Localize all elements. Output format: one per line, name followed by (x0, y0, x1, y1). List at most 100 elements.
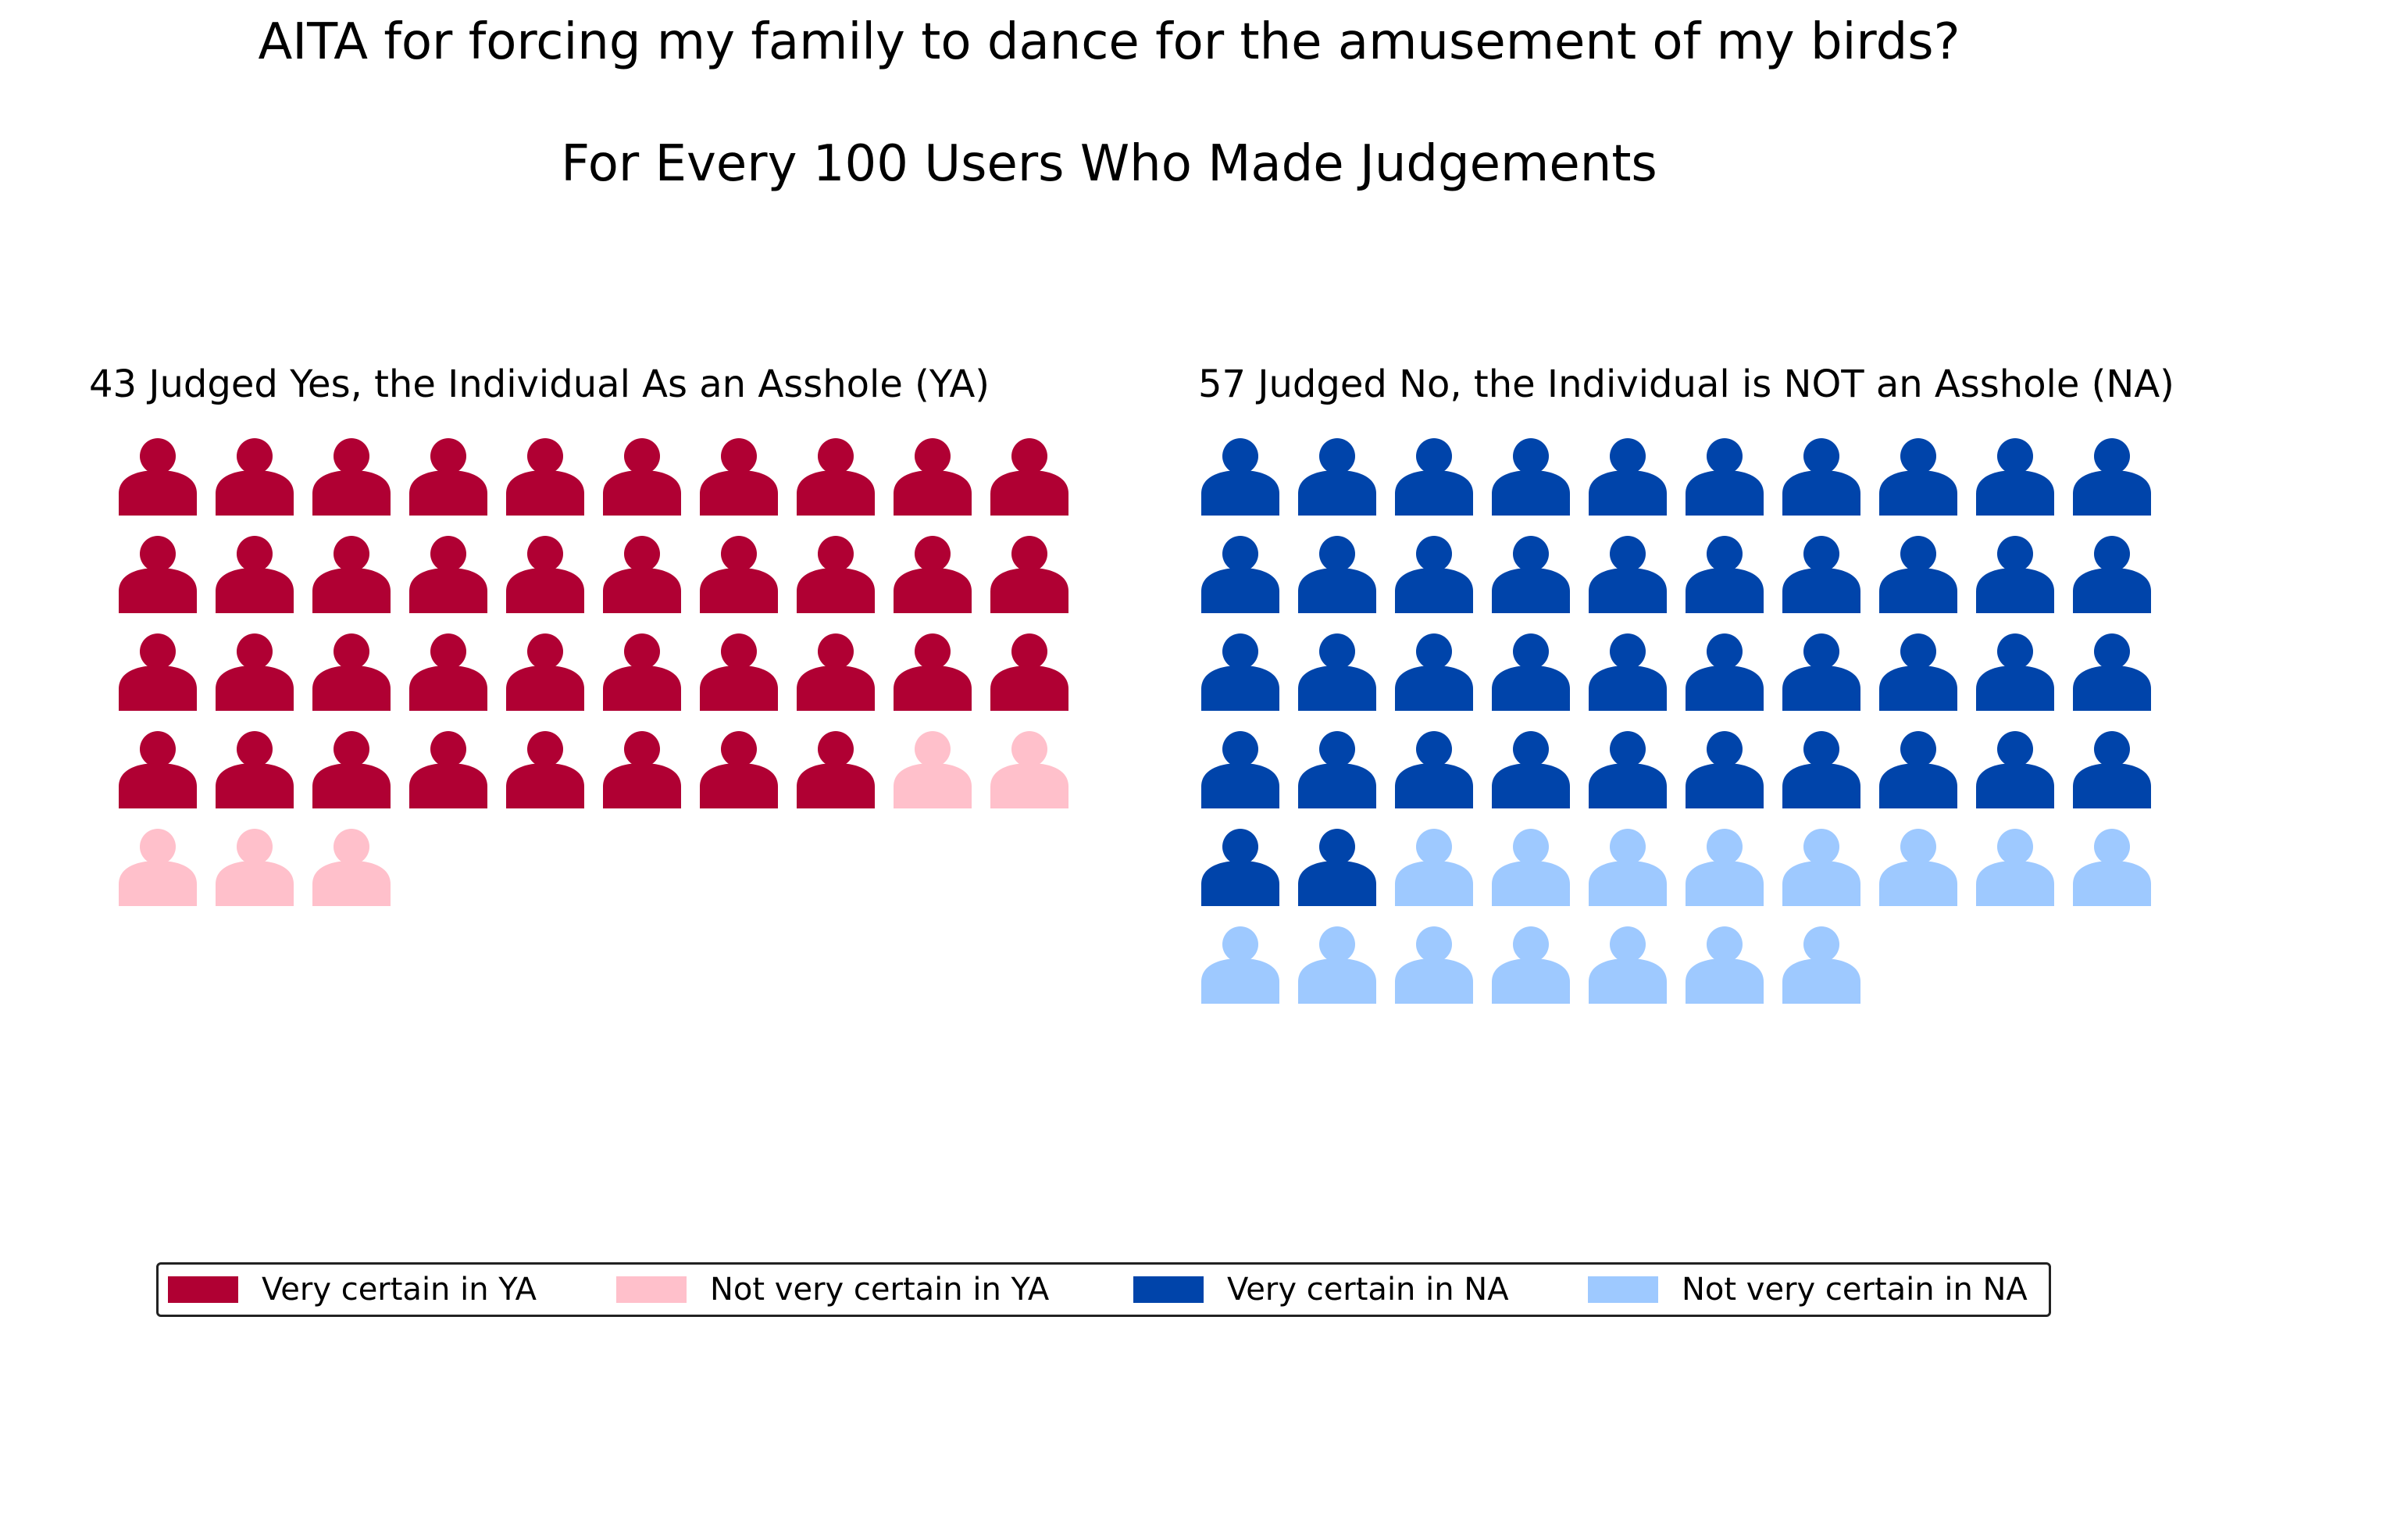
person-icon (1879, 438, 1957, 516)
person-icon (1879, 633, 1957, 711)
person-icon (2073, 731, 2151, 808)
person-icon (1879, 536, 1957, 613)
legend-label: Very certain in NA (1227, 1272, 1509, 1308)
person-icon (1976, 438, 2054, 516)
legend-label: Not very certain in NA (1682, 1272, 2028, 1308)
person-icon (700, 633, 778, 711)
person-icon (1879, 829, 1957, 906)
person-icon (1686, 536, 1764, 613)
person-icon (1298, 731, 1376, 808)
person-icon (2073, 536, 2151, 613)
na-panel-title: 57 Judged No, the Individual is NOT an A… (1198, 362, 2174, 406)
person-icon (1686, 731, 1764, 808)
legend-swatch (1588, 1276, 1658, 1303)
person-icon (1492, 731, 1570, 808)
person-icon (1782, 633, 1860, 711)
person-icon (1976, 829, 2054, 906)
person-icon (312, 731, 391, 808)
person-icon (1976, 731, 2054, 808)
legend-item-not-very-certain-na: Not very certain in NA (1588, 1265, 2028, 1315)
person-icon (1298, 633, 1376, 711)
person-icon (119, 829, 197, 906)
person-icon (603, 731, 681, 808)
person-icon (312, 438, 391, 516)
person-icon (1589, 829, 1667, 906)
person-icon (409, 536, 487, 613)
person-icon (1492, 633, 1570, 711)
person-icon (312, 633, 391, 711)
person-icon (1298, 829, 1376, 906)
person-icon (603, 633, 681, 711)
person-icon (894, 438, 972, 516)
legend-item-very-certain-ya: Very certain in YA (168, 1265, 537, 1315)
person-icon (1298, 926, 1376, 1004)
person-icon (894, 536, 972, 613)
person-icon (1589, 926, 1667, 1004)
person-icon (312, 829, 391, 906)
person-icon (1201, 438, 1279, 516)
legend: Very certain in YA Not very certain in Y… (156, 1262, 2051, 1317)
person-icon (1201, 633, 1279, 711)
person-icon (1686, 926, 1764, 1004)
person-icon (119, 438, 197, 516)
legend-label: Very certain in YA (262, 1272, 537, 1308)
person-icon (797, 731, 875, 808)
person-icon (216, 829, 294, 906)
legend-item-not-very-certain-ya: Not very certain in YA (616, 1265, 1049, 1315)
person-icon (797, 633, 875, 711)
legend-swatch (1133, 1276, 1204, 1303)
person-icon (409, 731, 487, 808)
person-icon (1589, 633, 1667, 711)
person-icon (312, 536, 391, 613)
na-icon-grid (1201, 438, 2151, 1004)
legend-label: Not very certain in YA (710, 1272, 1050, 1308)
person-icon (1395, 536, 1473, 613)
person-icon (1492, 438, 1570, 516)
person-icon (1589, 731, 1667, 808)
ya-icon-grid (119, 438, 1068, 906)
person-icon (2073, 438, 2151, 516)
person-icon (1976, 536, 2054, 613)
person-icon (216, 536, 294, 613)
person-icon (1686, 438, 1764, 516)
person-icon (1782, 731, 1860, 808)
person-icon (2073, 829, 2151, 906)
person-icon (1395, 926, 1473, 1004)
person-icon (409, 633, 487, 711)
person-icon (1686, 633, 1764, 711)
legend-item-very-certain-na: Very certain in NA (1133, 1265, 1509, 1315)
person-icon (1298, 536, 1376, 613)
person-icon (506, 633, 584, 711)
person-icon (506, 731, 584, 808)
person-icon (990, 633, 1068, 711)
person-icon (1782, 536, 1860, 613)
chart-title: AITA for forcing my family to dance for … (258, 13, 1960, 71)
person-icon (1395, 829, 1473, 906)
person-icon (1298, 438, 1376, 516)
person-icon (119, 633, 197, 711)
person-icon (700, 438, 778, 516)
person-icon (1395, 633, 1473, 711)
person-icon (1879, 731, 1957, 808)
person-icon (700, 536, 778, 613)
person-icon (1492, 926, 1570, 1004)
person-icon (797, 438, 875, 516)
person-icon (216, 633, 294, 711)
person-icon (990, 438, 1068, 516)
person-icon (1395, 438, 1473, 516)
chart-subtitle: For Every 100 Users Who Made Judgements (561, 135, 1657, 193)
legend-swatch (168, 1276, 238, 1303)
person-icon (1782, 829, 1860, 906)
person-icon (990, 731, 1068, 808)
person-icon (1492, 829, 1570, 906)
person-icon (1589, 438, 1667, 516)
person-icon (1686, 829, 1764, 906)
person-icon (894, 731, 972, 808)
person-icon (2073, 633, 2151, 711)
person-icon (603, 438, 681, 516)
person-icon (1201, 731, 1279, 808)
person-icon (119, 731, 197, 808)
person-icon (990, 536, 1068, 613)
person-icon (506, 438, 584, 516)
